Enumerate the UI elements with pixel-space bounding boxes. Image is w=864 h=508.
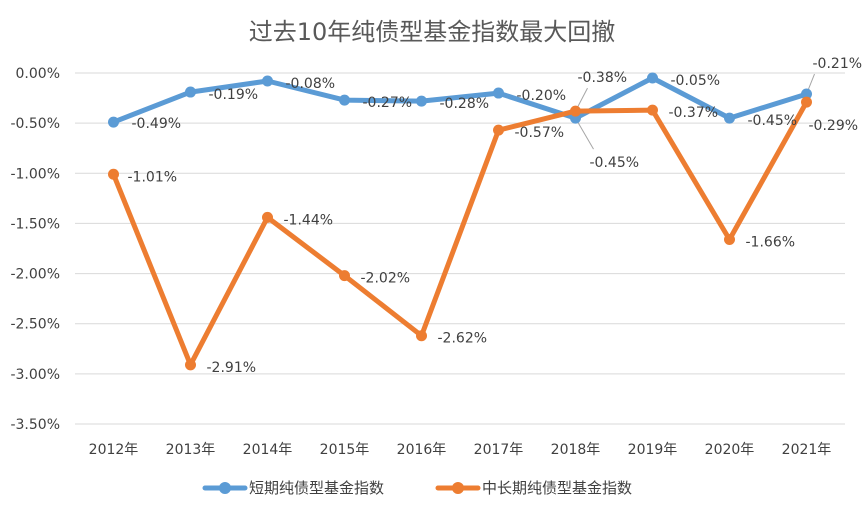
gridlines bbox=[75, 72, 845, 425]
y-tick-label: -1.00% bbox=[10, 166, 60, 182]
x-tick-label: 2021年 bbox=[782, 442, 832, 458]
y-tick-label: -2.00% bbox=[10, 267, 60, 283]
x-axis-ticks: 2012年 2013年 2014年 2015年 2016年 2017年 2018年 2019年… bbox=[89, 442, 832, 458]
data-point-long bbox=[416, 330, 427, 342]
data-label-short: -0.19% bbox=[209, 87, 259, 103]
series-line-short bbox=[111, 75, 809, 125]
series-line-long bbox=[111, 99, 809, 368]
data-label-short: -0.27% bbox=[363, 95, 413, 111]
data-label-short: -0.08% bbox=[286, 76, 336, 92]
data-label-long: -1.01% bbox=[128, 169, 178, 185]
y-tick-label: 0.00% bbox=[16, 66, 60, 82]
data-label-short: -0.49% bbox=[132, 116, 182, 132]
x-tick-label: 2013年 bbox=[166, 442, 216, 458]
x-tick-label: 2012年 bbox=[89, 442, 139, 458]
data-point-short bbox=[108, 116, 119, 128]
x-tick-label: 2020年 bbox=[705, 442, 755, 458]
chart-title: 过去10年纯债型基金指数最大回撤 bbox=[249, 18, 616, 46]
x-tick-label: 2018年 bbox=[551, 442, 601, 458]
data-label-long: -0.37% bbox=[669, 105, 719, 121]
data-label-long: -2.02% bbox=[361, 271, 411, 287]
data-point-long bbox=[801, 96, 812, 108]
y-tick-label: -2.50% bbox=[10, 317, 60, 333]
data-label-long: -0.57% bbox=[515, 125, 565, 141]
x-tick-label: 2016年 bbox=[397, 442, 447, 458]
data-point-short bbox=[493, 87, 504, 99]
data-label-short: -0.05% bbox=[671, 73, 721, 89]
series-lines bbox=[111, 75, 809, 368]
data-point-short bbox=[339, 94, 350, 106]
data-point-long bbox=[108, 168, 119, 180]
legend: 短期纯债型基金指数 中长期纯债型基金指数 bbox=[202, 479, 632, 497]
data-label-long: -1.66% bbox=[746, 234, 796, 250]
data-label-long: -2.62% bbox=[438, 331, 488, 347]
label-leader-line bbox=[575, 117, 594, 150]
data-label-short: -0.45% bbox=[748, 113, 798, 129]
y-tick-label: -1.50% bbox=[10, 216, 60, 232]
data-label-short: -0.28% bbox=[440, 96, 490, 112]
x-tick-label: 2017年 bbox=[474, 442, 524, 458]
data-label-long: -0.29% bbox=[809, 118, 859, 134]
legend-item-short: 短期纯债型基金指数 bbox=[202, 479, 384, 497]
x-tick-label: 2014年 bbox=[243, 442, 293, 458]
legend-item-long: 中长期纯债型基金指数 bbox=[435, 479, 632, 497]
data-label-long: -0.38% bbox=[578, 70, 628, 86]
data-point-short bbox=[416, 95, 427, 107]
data-label-short: -0.45% bbox=[590, 155, 640, 171]
y-tick-label: -0.50% bbox=[10, 116, 60, 132]
data-label-short: -0.21% bbox=[813, 56, 863, 72]
y-axis-ticks: 0.00% -0.50% -1.00% -1.50% -2.00% -2.50% -3.00… bbox=[10, 66, 60, 433]
x-tick-label: 2019年 bbox=[628, 442, 678, 458]
data-point-long bbox=[724, 233, 735, 245]
series-points bbox=[108, 72, 812, 371]
data-point-long bbox=[647, 104, 658, 116]
data-label-long: -2.91% bbox=[207, 360, 257, 376]
data-point-short bbox=[724, 112, 735, 124]
legend-label-long: 中长期纯债型基金指数 bbox=[482, 479, 632, 497]
y-tick-label: -3.50% bbox=[10, 417, 60, 433]
data-point-short bbox=[801, 88, 812, 100]
x-tick-label: 2015年 bbox=[320, 442, 370, 458]
legend-marker-short bbox=[219, 482, 231, 494]
legend-label-short: 短期纯债型基金指数 bbox=[249, 479, 384, 497]
data-point-long bbox=[493, 124, 504, 136]
data-point-short bbox=[185, 86, 196, 98]
data-label-short: -0.20% bbox=[517, 88, 567, 104]
data-point-short bbox=[647, 72, 658, 84]
data-label-long: -1.44% bbox=[284, 212, 334, 228]
data-point-long bbox=[262, 211, 273, 223]
data-point-long bbox=[570, 105, 581, 117]
data-point-long bbox=[339, 270, 350, 282]
y-tick-label: -3.00% bbox=[10, 367, 60, 383]
legend-marker-long bbox=[452, 482, 464, 494]
data-point-short bbox=[262, 75, 273, 87]
data-point-long bbox=[185, 359, 196, 371]
data-labels: -0.49% -0.19% -0.08% -0.27% -0.28% -0.20% -0.4… bbox=[128, 56, 863, 376]
